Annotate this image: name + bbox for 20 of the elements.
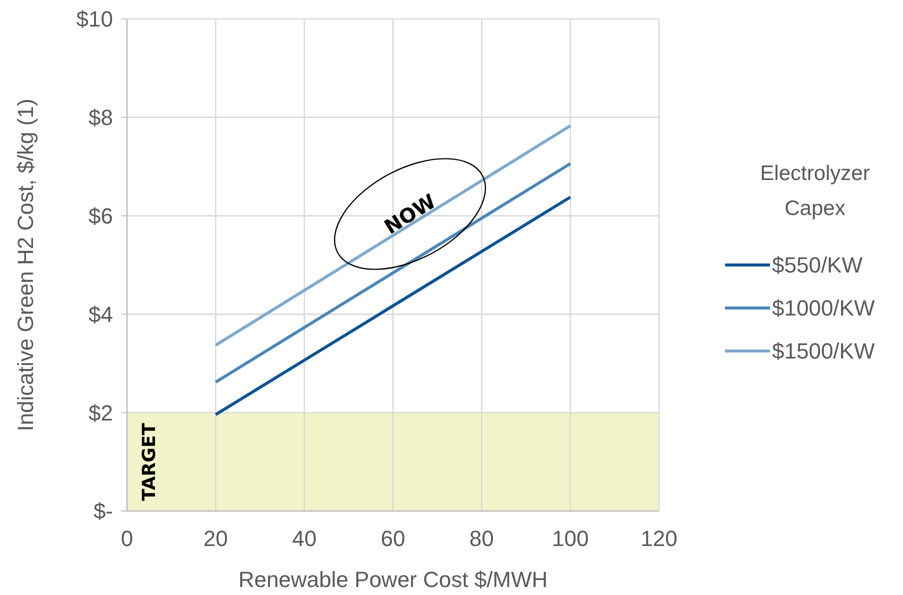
x-tick-label: 60 — [380, 526, 406, 551]
y-axis-title: Indicative Green H2 Cost, $/kg (1) — [13, 98, 38, 432]
legend-title: Electrolyzer Capex — [760, 162, 870, 220]
legend-label: $1000/KW — [772, 296, 875, 321]
x-tick-label: 80 — [469, 526, 494, 551]
x-tick-label: 120 — [640, 526, 678, 551]
y-tick-label: $2 — [88, 400, 113, 426]
y-tick-label: $4 — [88, 302, 113, 327]
y-tick-label: $8 — [88, 105, 113, 130]
x-tick-label: 20 — [203, 526, 228, 551]
legend-label: $1500/KW — [772, 338, 875, 364]
x-tick-label: 40 — [292, 526, 317, 551]
x-tick-label: 100 — [552, 526, 589, 551]
x-tick-label: 0 — [120, 526, 134, 551]
y-tick-label: $10 — [76, 6, 113, 32]
legend-label: $550/KW — [772, 252, 863, 278]
band-label: TARGET — [139, 422, 160, 501]
y-tick-label: $- — [93, 498, 113, 524]
y-tick-label: $6 — [88, 204, 113, 228]
x-axis-title: Renewable Power Cost $/MWH — [238, 567, 548, 592]
